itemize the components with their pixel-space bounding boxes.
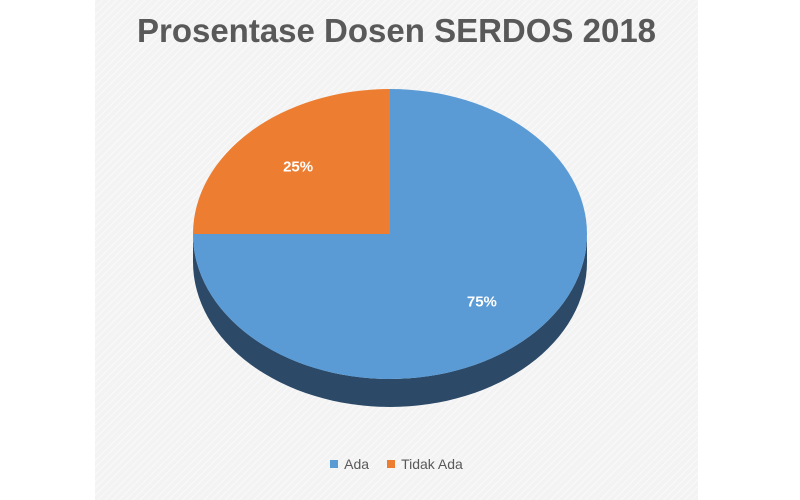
pie-slices bbox=[193, 89, 587, 379]
legend-item-ada: Ada bbox=[330, 456, 369, 472]
data-label-tidak-ada: 25% bbox=[283, 158, 313, 175]
legend-label-ada: Ada bbox=[344, 456, 370, 472]
data-label-ada: 75% bbox=[467, 294, 497, 311]
legend-item-tidak-ada: Tidak Ada bbox=[387, 456, 463, 472]
legend-swatch-tidak-ada bbox=[387, 460, 396, 468]
pie-sides bbox=[193, 234, 587, 407]
chart-title: Prosentase Dosen SERDOS 2018 bbox=[136, 12, 657, 49]
pie-labels: 75% 25% bbox=[283, 158, 497, 310]
pie-slice-tidak-ada bbox=[193, 89, 390, 234]
pie-side-ada bbox=[193, 234, 587, 407]
legend-swatch-ada bbox=[330, 460, 339, 468]
legend-label-tidak-ada: Tidak Ada bbox=[401, 456, 463, 472]
legend: Ada Tidak Ada bbox=[95, 456, 698, 472]
